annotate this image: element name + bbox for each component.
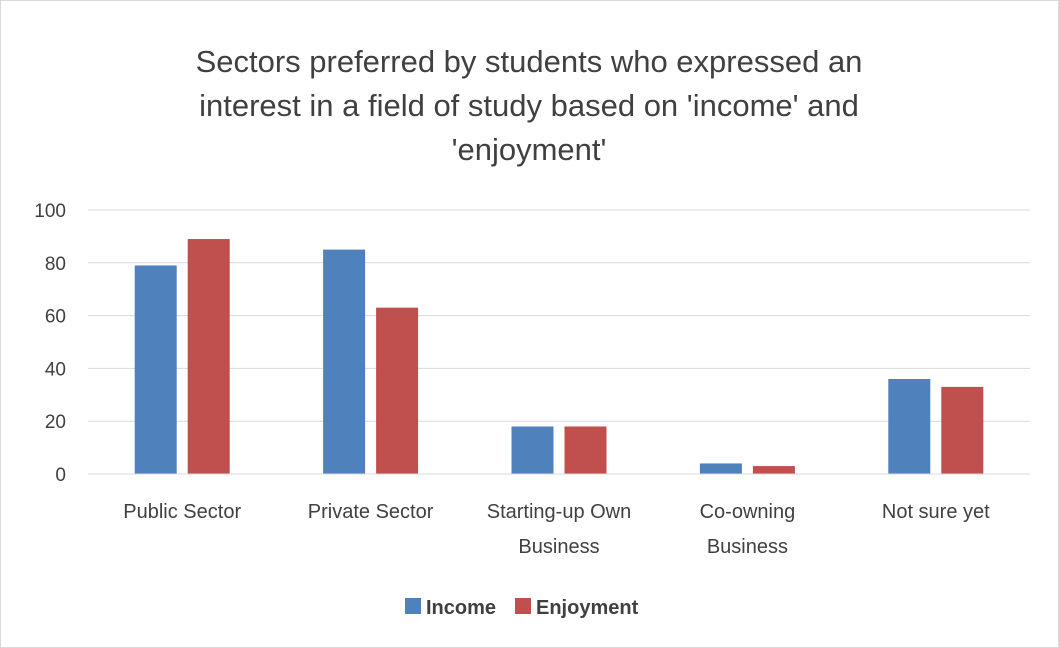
- y-tick-label: 80: [45, 254, 66, 275]
- x-category-label: Public Sector: [123, 501, 241, 523]
- x-category-label: Private Sector: [308, 501, 434, 523]
- bar-income: [888, 378, 931, 474]
- bars: [134, 239, 984, 474]
- y-tick-label: 0: [55, 465, 66, 486]
- y-tick-label: 20: [45, 412, 66, 433]
- bar-income: [134, 265, 177, 474]
- x-category-label: Co-owning: [700, 501, 796, 523]
- chart-title-line: interest in a field of study based on 'i…: [199, 88, 859, 123]
- x-category-label: Starting-up Own: [487, 501, 632, 523]
- chart-title-line: 'enjoyment': [452, 132, 607, 167]
- x-category-label: Business: [518, 536, 599, 558]
- x-axis-categories: Public Sector Private Sector Starting-up O…: [123, 501, 990, 558]
- bar-enjoyment: [752, 466, 795, 474]
- bar-income: [511, 426, 554, 474]
- bar-income: [699, 463, 742, 474]
- bar-enjoyment: [376, 307, 419, 474]
- legend-label-income: Income: [426, 597, 496, 619]
- y-tick-label: 60: [45, 307, 66, 328]
- y-tick-label: 40: [45, 359, 66, 380]
- x-category-label: Business: [707, 536, 788, 558]
- bar-enjoyment: [187, 239, 230, 474]
- y-axis-ticks: 0 20 40 60 80 100: [34, 201, 66, 486]
- legend: Income Enjoyment: [405, 597, 639, 619]
- x-category-label: Not sure yet: [882, 501, 990, 523]
- chart-title: Sectors preferred by students who expres…: [196, 44, 863, 167]
- legend-label-enjoyment: Enjoyment: [536, 597, 639, 619]
- bar-income: [323, 249, 366, 474]
- bar-enjoyment: [941, 386, 984, 474]
- chart-title-line: Sectors preferred by students who expres…: [196, 44, 863, 79]
- legend-swatch-income: [405, 598, 421, 614]
- y-tick-label: 100: [34, 201, 66, 222]
- gridlines: [88, 209, 1030, 422]
- bar-enjoyment: [564, 426, 607, 474]
- legend-swatch-enjoyment: [515, 598, 531, 614]
